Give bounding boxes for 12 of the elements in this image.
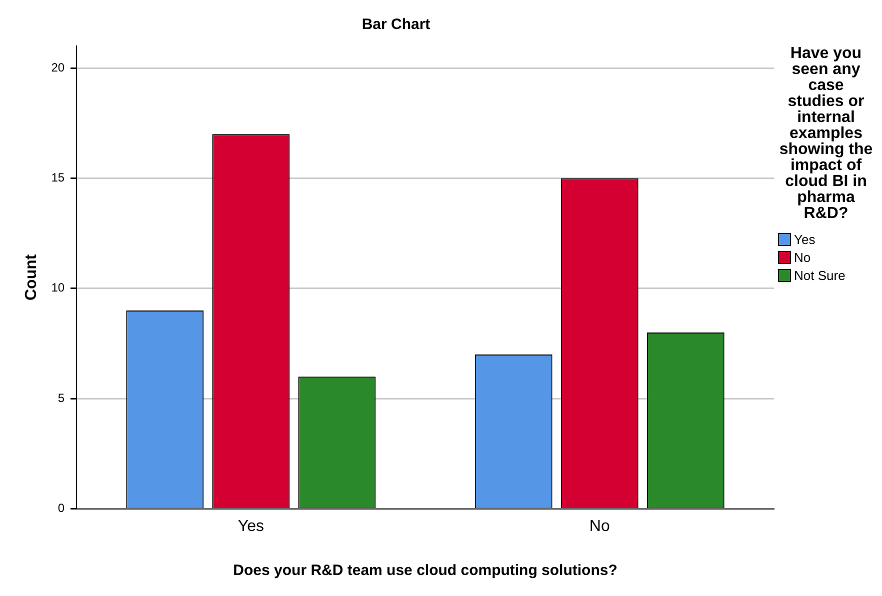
y-tick-label: 5 [58,390,65,405]
legend-label: Not Sure [794,268,846,283]
y-tick-label: 15 [51,170,65,185]
y-axis-title: Count [23,254,40,300]
text: Have you seen any case studies or internal examples showing the impact of cloud BI in pharma R&D? [779,45,873,222]
y-tick-label: 20 [51,60,65,74]
y-tick-label: 0 [58,501,65,516]
legend-label: No [794,250,811,265]
legend-label: Yes [794,232,816,247]
x-axis-title: Does your R&D team use cloud computing solutions? [233,562,618,580]
chart-title: Bar Chart [362,16,430,34]
y-tick-label: 10 [51,280,65,295]
